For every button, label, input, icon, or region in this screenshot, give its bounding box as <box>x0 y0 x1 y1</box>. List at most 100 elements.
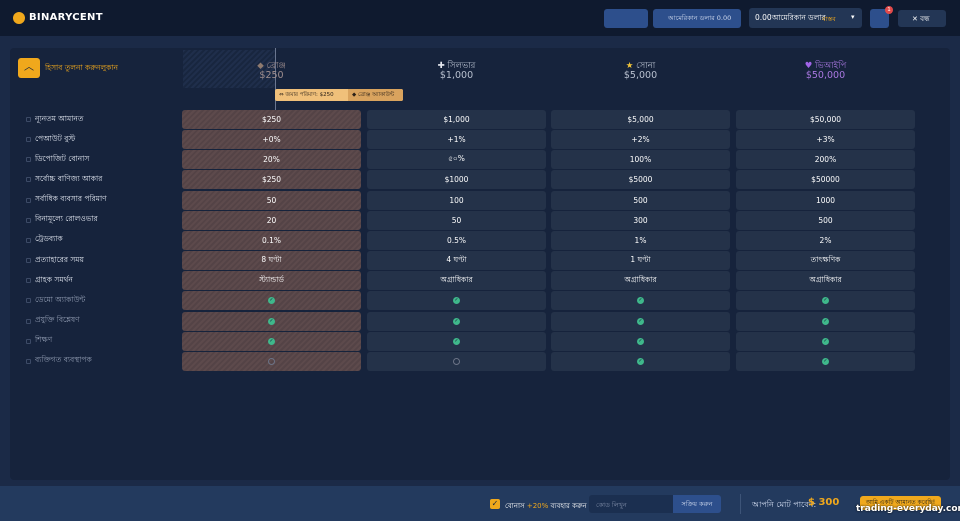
tier-name[interactable]: ★ সোনা <box>591 59 691 73</box>
bonus-action: ব্যবহার করুন <box>550 502 587 510</box>
check-icon: ✓ <box>453 297 460 305</box>
value-cell: 1000 <box>736 190 915 210</box>
bonus-percent: +20% <box>526 502 549 510</box>
check-icon: ✓ <box>637 297 644 305</box>
check-icon: ✓ <box>268 297 275 305</box>
tier-label: সোনা <box>636 61 656 71</box>
check-cell: ✓ <box>367 331 546 351</box>
account-select[interactable] <box>749 8 862 28</box>
row-label: প্রযুক্তি বিশ্লেষণ <box>35 315 80 324</box>
tier-icon: ♥ <box>804 61 815 71</box>
check-icon: ✓ <box>822 317 829 325</box>
value-cell: 500 <box>551 190 730 210</box>
check-cell: ✓ <box>182 331 361 351</box>
row-label: পেআউট বুস্ট <box>35 133 76 143</box>
check-cell: ✓ <box>551 311 730 331</box>
value-cell: +0% <box>182 130 361 150</box>
check-cell: ✓ <box>182 311 361 331</box>
row-label: সর্বোচ্চ বাণিজ্য আকার <box>35 173 103 183</box>
row-label: ডেমো অ্যাকাউন্ট <box>35 294 86 304</box>
row-icon <box>26 137 31 143</box>
value-cell: অগ্রাধিকার <box>736 271 915 291</box>
close-text: ✕ বন্ধ <box>912 15 930 23</box>
row-label: প্রত্যাহারের সময় <box>35 254 84 264</box>
check-cell: ✓ <box>551 291 730 311</box>
account-type: বাস্তব <box>822 15 836 23</box>
tier-deposit: $5,000 <box>623 70 658 81</box>
compare-toggle-button[interactable]: ︿ <box>18 58 40 78</box>
value-cell: ৫০% <box>367 150 546 170</box>
tier-deposit: $250 <box>259 70 284 81</box>
value-cell: $1000 <box>367 170 546 190</box>
slider-line <box>275 48 276 110</box>
value-cell: $50,000 <box>736 110 915 129</box>
value-cell: $1,000 <box>367 110 546 129</box>
value-cell: অগ্রাধিকার <box>551 271 730 291</box>
deposit-button[interactable]: আমি একটি আমানত করেছি! <box>860 496 941 510</box>
row-icon <box>26 197 31 203</box>
check-icon: ✓ <box>637 357 644 365</box>
tooltip-account-bg <box>348 89 403 101</box>
value-cell: 100% <box>551 150 730 170</box>
check-cell: ✓ <box>736 351 915 371</box>
check-icon: ✓ <box>453 337 460 345</box>
footer-divider <box>740 494 741 514</box>
value-cell: $250 <box>182 170 361 190</box>
check-icon: ✓ <box>268 317 275 325</box>
value-cell: $250 <box>182 110 361 129</box>
row-label: ন্যূনতম আমানত <box>35 113 84 123</box>
value-cell: $50000 <box>736 170 915 190</box>
check-icon: ✓ <box>822 337 829 345</box>
tier-name[interactable]: ♥ ভিআইপি <box>776 59 876 73</box>
balance-pill[interactable] <box>653 9 741 28</box>
tooltip-deposit: ⇔ জমার পরিমাণ: $250 <box>279 92 334 98</box>
check-icon: ✓ <box>268 337 275 345</box>
tier-icon: ◆ <box>257 61 267 71</box>
row-icon <box>26 338 31 344</box>
total-label: আপনি মোট পাবেন: <box>752 500 817 509</box>
dropdown-arrow: ▾ <box>851 13 855 21</box>
unavailable-cell <box>182 351 361 371</box>
check-icon: ✓ <box>637 337 644 345</box>
value-cell: 1% <box>551 230 730 250</box>
value-cell: +1% <box>367 130 546 150</box>
value-cell: 0.1% <box>182 230 361 250</box>
value-cell: 8 ঘণ্টা <box>182 251 361 271</box>
row-icon <box>26 117 31 122</box>
bonus-checkbox[interactable]: ✓ <box>490 499 500 509</box>
activate-button[interactable]: সক্রিয় করুন <box>673 495 721 513</box>
value-cell: 0.5% <box>367 230 546 250</box>
tier-deposit: $50,000 <box>805 70 846 81</box>
check-cell: ✓ <box>367 311 546 331</box>
check-icon: ✓ <box>637 317 644 325</box>
value-cell: 50 <box>182 190 361 210</box>
empty-icon <box>453 357 460 365</box>
value-cell: 20 <box>182 210 361 230</box>
empty-icon <box>268 357 275 365</box>
check-cell: ✓ <box>736 291 915 311</box>
logo[interactable]: BINARYCENT <box>29 12 103 23</box>
code-input[interactable] <box>589 495 673 513</box>
tier-icon: ✚ <box>437 61 448 71</box>
tier-label: সিলভার <box>447 61 476 71</box>
check-cell: ✓ <box>736 311 915 331</box>
value-cell: +2% <box>551 130 730 150</box>
tier-name[interactable]: ◆ ব্রোঞ্জ <box>222 59 322 73</box>
total-value: $ 300 <box>808 497 840 508</box>
check-cell: ✓ <box>367 291 546 311</box>
user-button[interactable] <box>870 9 889 28</box>
value-cell: তাৎক্ষণিক <box>736 251 915 271</box>
value-cell: 500 <box>736 210 915 230</box>
compare-toggle-label[interactable]: হিসাব তুলনা করুনলুকান <box>45 63 118 72</box>
value-cell: $5,000 <box>551 110 730 129</box>
academy-button[interactable] <box>604 9 648 28</box>
value-cell: 200% <box>736 150 915 170</box>
row-label: গ্রাহক সমর্থন <box>35 274 73 284</box>
row-icon <box>26 358 31 364</box>
row-label: বিনামূল্যে রোলওভার <box>35 214 98 224</box>
tier-name[interactable]: ✚ সিলভার <box>407 59 507 73</box>
tier-label: ভিআইপি <box>815 61 847 71</box>
value-cell: 4 ঘণ্টা <box>367 251 546 271</box>
close-button[interactable] <box>898 10 946 27</box>
row-icon <box>26 258 31 264</box>
